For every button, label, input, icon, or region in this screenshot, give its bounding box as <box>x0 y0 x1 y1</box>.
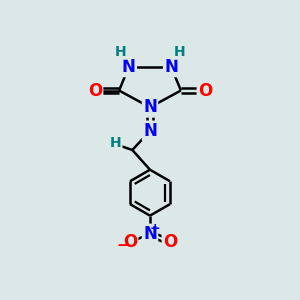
Text: H: H <box>174 45 185 59</box>
Text: −: − <box>116 238 129 253</box>
Text: O: O <box>163 233 177 251</box>
Text: N: N <box>164 58 178 76</box>
Text: O: O <box>123 233 137 251</box>
Text: N: N <box>143 98 157 116</box>
Text: H: H <box>115 45 126 59</box>
Text: +: + <box>150 222 160 236</box>
Text: O: O <box>198 82 212 100</box>
Text: N: N <box>143 225 157 243</box>
Text: N: N <box>143 122 157 140</box>
Text: N: N <box>122 58 136 76</box>
Text: H: H <box>110 136 122 150</box>
Text: O: O <box>88 82 102 100</box>
